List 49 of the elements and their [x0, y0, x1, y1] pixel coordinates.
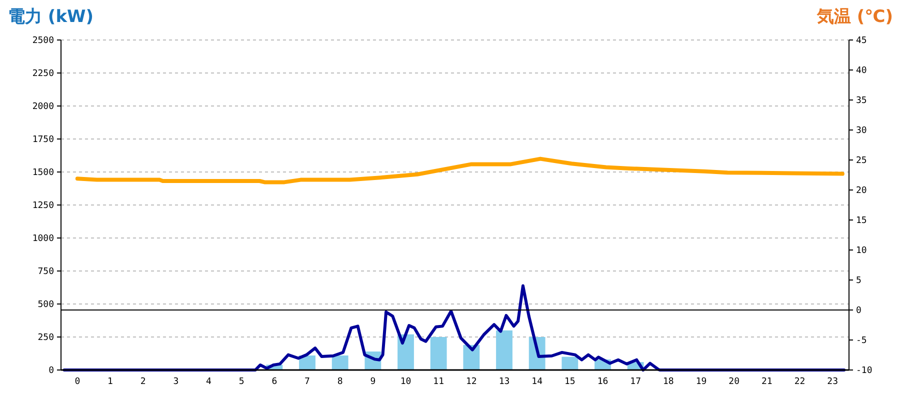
x-tick-label: 2 — [140, 377, 146, 387]
y-tick-label: 750 — [38, 267, 54, 277]
y2-tick-label: 20 — [856, 186, 867, 196]
x-tick-label: 18 — [662, 377, 674, 387]
x-tick-label: 16 — [597, 377, 608, 387]
y2-axis-title: 気温 (℃) — [816, 7, 893, 27]
x-tick-label: 3 — [173, 377, 179, 387]
x-tick-label: 20 — [728, 377, 740, 387]
x-tick-label: 1 — [108, 377, 113, 387]
y2-tick-label: -10 — [856, 366, 872, 376]
x-tick-label: 10 — [400, 377, 412, 387]
x-tick-label: 21 — [761, 377, 772, 387]
x-tick-label: 7 — [304, 377, 310, 387]
x-tick-label: 14 — [532, 377, 543, 387]
x-tick-label: 0 — [74, 377, 80, 387]
y2-tick-label: 25 — [856, 156, 867, 166]
y2-tick-label: 45 — [856, 36, 867, 46]
x-tick-label: 13 — [498, 377, 510, 387]
y2-tick-label: 10 — [856, 246, 867, 256]
y-tick-label: 250 — [38, 333, 54, 343]
y-tick-label: 2000 — [32, 102, 54, 112]
y-tick-label: 1750 — [32, 135, 54, 145]
x-tick-label: 5 — [238, 377, 244, 387]
y2-tick-label: 35 — [856, 96, 867, 106]
x-tick-label: 11 — [433, 377, 444, 387]
x-tick-label: 12 — [466, 377, 477, 387]
y2-tick-label: -5 — [856, 336, 867, 346]
x-tick-label: 23 — [827, 377, 838, 387]
x-tick-label: 4 — [206, 377, 212, 387]
y2-tick-label: 40 — [856, 66, 867, 76]
y2-tick-label: 0 — [856, 306, 862, 316]
x-tick-label: 9 — [370, 377, 376, 387]
x-tick-label: 19 — [696, 377, 707, 387]
x-tick-label: 15 — [564, 377, 576, 387]
y-tick-label: 1000 — [32, 234, 54, 244]
y-tick-label: 2500 — [32, 36, 54, 46]
x-tick-label: 22 — [794, 377, 806, 387]
y-tick-label: 2250 — [32, 69, 54, 79]
y-tick-label: 1250 — [32, 201, 54, 211]
x-tick-label: 8 — [337, 377, 343, 387]
y2-tick-label: 30 — [856, 126, 867, 136]
y-tick-label: 1500 — [32, 168, 54, 178]
y-axis-title: 電力 (kW) — [8, 7, 94, 27]
y-tick-label: 500 — [38, 300, 54, 310]
y-tick-label: 0 — [48, 366, 54, 376]
x-tick-label: 17 — [630, 377, 642, 387]
x-tick-label: 6 — [272, 377, 278, 387]
y2-tick-label: 15 — [856, 216, 867, 226]
y2-tick-label: 5 — [856, 276, 862, 286]
